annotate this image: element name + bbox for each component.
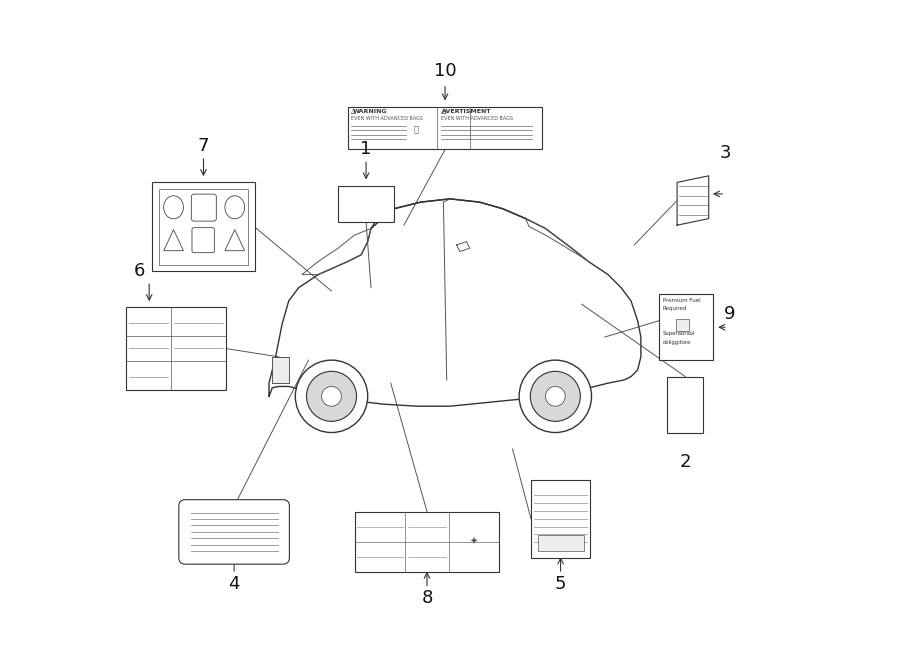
Text: EVEN WITH ADVANCED BAGS: EVEN WITH ADVANCED BAGS — [351, 116, 423, 121]
Text: obliggitore: obliggitore — [662, 340, 691, 344]
Polygon shape — [164, 229, 184, 251]
Polygon shape — [225, 229, 245, 251]
FancyBboxPatch shape — [348, 106, 542, 149]
FancyBboxPatch shape — [273, 357, 289, 383]
Text: 1: 1 — [360, 141, 372, 159]
Text: 2: 2 — [680, 453, 691, 471]
Text: Required: Required — [662, 306, 687, 311]
FancyBboxPatch shape — [159, 189, 248, 264]
Text: EVEN WITH ADVANCED BAGS: EVEN WITH ADVANCED BAGS — [441, 116, 513, 121]
Circle shape — [307, 371, 356, 421]
Ellipse shape — [225, 196, 245, 219]
Text: Superabraol: Superabraol — [662, 331, 695, 336]
Circle shape — [321, 387, 341, 407]
Text: △: △ — [351, 108, 356, 114]
FancyBboxPatch shape — [179, 500, 290, 564]
Text: 4: 4 — [229, 575, 240, 593]
Circle shape — [530, 371, 581, 421]
Text: △: △ — [441, 108, 446, 114]
Text: 10: 10 — [434, 61, 456, 79]
FancyBboxPatch shape — [152, 182, 255, 271]
FancyBboxPatch shape — [537, 535, 583, 551]
FancyBboxPatch shape — [667, 377, 704, 432]
FancyBboxPatch shape — [355, 512, 500, 572]
Text: 9: 9 — [724, 305, 735, 323]
FancyBboxPatch shape — [126, 307, 226, 390]
Ellipse shape — [194, 196, 213, 219]
Polygon shape — [677, 176, 708, 225]
Circle shape — [295, 360, 368, 432]
Text: 3: 3 — [719, 144, 731, 162]
Text: Premium Fuel: Premium Fuel — [662, 298, 700, 303]
Circle shape — [545, 387, 565, 407]
Circle shape — [519, 360, 591, 432]
FancyBboxPatch shape — [660, 294, 714, 360]
Ellipse shape — [164, 196, 184, 219]
Text: 5: 5 — [554, 575, 566, 593]
FancyBboxPatch shape — [531, 480, 590, 558]
Text: 7: 7 — [198, 137, 209, 155]
FancyBboxPatch shape — [676, 319, 688, 330]
FancyBboxPatch shape — [192, 194, 216, 221]
Text: 8: 8 — [421, 590, 433, 607]
FancyBboxPatch shape — [338, 186, 394, 222]
Text: 6: 6 — [133, 262, 145, 280]
FancyBboxPatch shape — [192, 227, 214, 253]
Text: ✦: ✦ — [470, 537, 478, 547]
Text: 🚗: 🚗 — [413, 126, 418, 135]
Text: WARNING: WARNING — [353, 108, 388, 114]
Text: AVERTISMENT: AVERTISMENT — [442, 108, 491, 114]
